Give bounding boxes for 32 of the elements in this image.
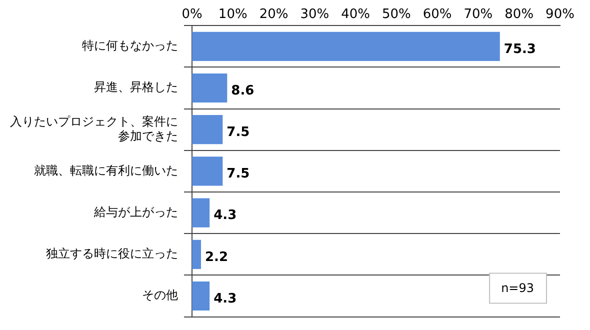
annotation: n=93 xyxy=(501,280,534,295)
bar xyxy=(192,281,210,311)
data-label: 4.3 xyxy=(214,208,237,224)
bar xyxy=(192,198,210,228)
data-label: 75.3 xyxy=(504,42,536,57)
bar xyxy=(192,73,228,103)
x-tick-label: 10% xyxy=(218,7,248,22)
x-tick-label: 30% xyxy=(300,7,330,22)
data-label: 7.5 xyxy=(226,166,250,182)
x-tick-label: 50% xyxy=(382,7,411,22)
bar xyxy=(192,240,201,269)
x-tick-label: 70% xyxy=(464,7,493,22)
x-tick-label: 90% xyxy=(546,7,574,22)
y-tick-label: その他 xyxy=(142,288,178,302)
data-label: 8.6 xyxy=(231,83,254,98)
y-tick-label: 入りたいプロジェクト、案件に参加できた xyxy=(10,114,178,143)
x-tick-label: 80% xyxy=(504,7,534,22)
x-tick-label: 20% xyxy=(259,7,288,22)
x-tick-label: 0% xyxy=(182,7,202,22)
bar xyxy=(192,156,223,186)
data-label: 4.3 xyxy=(214,291,237,306)
y-tick-label: 就職、転職に有利に働いた xyxy=(34,163,178,178)
x-tick-label: 40% xyxy=(341,7,370,22)
y-tick-label: 昇進、昇格した xyxy=(94,80,178,94)
y-tick-label: 特に何もなかった xyxy=(82,38,178,53)
x-tick-label: 60% xyxy=(422,7,452,22)
data-label: 7.5 xyxy=(226,124,250,140)
y-tick-label: 給与が上がった xyxy=(93,204,178,219)
y-tick-label: 独立する時に役に立った xyxy=(46,246,178,261)
bar xyxy=(192,115,223,144)
data-label: 2.2 xyxy=(204,250,228,265)
bar xyxy=(192,32,500,61)
